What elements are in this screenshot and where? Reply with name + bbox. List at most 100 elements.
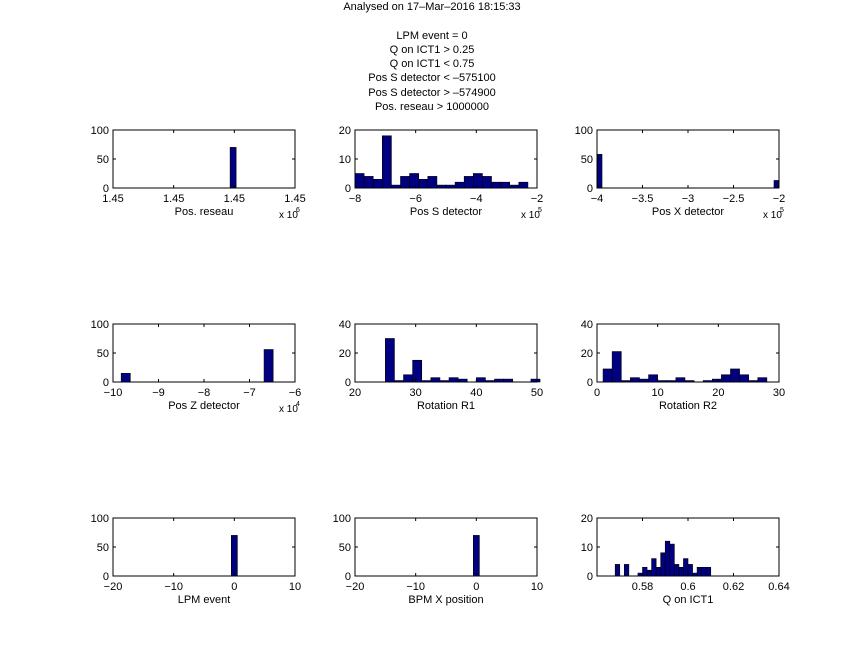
x-axis-label: Pos S detector bbox=[410, 206, 482, 218]
bar-1 bbox=[385, 338, 395, 383]
y-tick-label: 50 bbox=[97, 542, 109, 554]
y-tick-label: 0 bbox=[103, 377, 109, 389]
bar-6 bbox=[651, 558, 657, 577]
bar-1 bbox=[472, 535, 480, 577]
bar-15 bbox=[739, 374, 749, 383]
x-tick-label: −20 bbox=[346, 581, 365, 593]
bar-9 bbox=[675, 377, 686, 383]
filter-pos-reseau: Pos. reseau > 1000000 bbox=[374, 101, 490, 114]
bar-9 bbox=[457, 378, 468, 383]
x-axis-label: Pos X detector bbox=[652, 206, 724, 218]
bar-17 bbox=[701, 566, 707, 577]
x-exponent-label: x 10 bbox=[279, 210, 298, 221]
y-tick-label: 0 bbox=[345, 571, 351, 583]
x-axis-label: BPM X position bbox=[408, 594, 483, 606]
bar-3 bbox=[403, 374, 413, 383]
bar-17 bbox=[757, 377, 768, 383]
bar-4 bbox=[630, 377, 640, 383]
x-tick-label: 40 bbox=[470, 387, 482, 399]
x-axis-label: Pos. reseau bbox=[175, 206, 234, 218]
x-exponent-label: x 10 bbox=[279, 404, 298, 415]
bar-2 bbox=[611, 351, 622, 383]
x-tick-label: 20 bbox=[712, 387, 724, 399]
y-tick-label: 100 bbox=[575, 125, 593, 137]
bar-12 bbox=[454, 181, 465, 189]
bar-11 bbox=[485, 380, 495, 383]
x-axis-label: LPM event bbox=[178, 594, 231, 606]
x-tick-label: 0 bbox=[594, 387, 600, 399]
x-tick-label: 30 bbox=[773, 387, 785, 399]
bar-13 bbox=[721, 374, 731, 383]
x-tick-label: −9 bbox=[152, 387, 165, 399]
bar-13 bbox=[503, 378, 514, 383]
x-tick-label: −10 bbox=[164, 581, 183, 593]
filter-pos-s-min: Pos S detector > –574900 bbox=[368, 86, 496, 99]
y-tick-label: 40 bbox=[581, 319, 593, 331]
bar-6 bbox=[648, 374, 658, 383]
x-tick-label: 0 bbox=[231, 581, 237, 593]
y-tick-label: 50 bbox=[97, 154, 109, 166]
x-axis-label: Q on ICT1 bbox=[663, 594, 714, 606]
bar-18 bbox=[705, 566, 712, 577]
histogram-q-on-ict1: 0.58 0.6 0.62 0.64 0 10 20 Q on ICT1 bbox=[581, 513, 790, 606]
x-tick-label: 10 bbox=[289, 581, 301, 593]
bar-11 bbox=[674, 564, 680, 577]
x-tick-label: −4 bbox=[591, 193, 604, 205]
bar-19 bbox=[518, 181, 529, 189]
bar-1 bbox=[354, 173, 365, 189]
bar-3 bbox=[637, 572, 643, 577]
y-tick-label: 50 bbox=[581, 154, 593, 166]
bar-4 bbox=[642, 566, 648, 577]
x-axis-label: Rotation R1 bbox=[417, 400, 475, 412]
bar-8 bbox=[448, 377, 459, 383]
x-exponent-label: x 10 bbox=[521, 210, 540, 221]
bar-5 bbox=[639, 378, 649, 383]
bar-2 bbox=[394, 380, 404, 383]
y-tick-label: 0 bbox=[103, 571, 109, 583]
bar-2 bbox=[363, 176, 374, 189]
filter-pos-s-max: Pos S detector < –575100 bbox=[368, 72, 496, 85]
y-tick-label: 0 bbox=[587, 571, 593, 583]
analysis-timestamp: Analysed on 17–Mar–2016 18:15:33 bbox=[343, 1, 521, 13]
bar-1 bbox=[231, 535, 238, 577]
bar-6 bbox=[400, 176, 410, 189]
filter-lpm-event: LPM event = 0 bbox=[396, 29, 468, 42]
bar-11 bbox=[445, 184, 456, 189]
y-tick-label: 0 bbox=[587, 377, 593, 389]
histogram-rotation-r2: 0 10 20 30 0 20 40 Rotation R2 bbox=[581, 319, 785, 412]
bar-7 bbox=[439, 380, 450, 383]
bar-5 bbox=[421, 380, 432, 383]
x-exponent-power: 5 bbox=[538, 207, 542, 214]
bar-9 bbox=[427, 176, 438, 189]
x-tick-label: 1.45 bbox=[102, 193, 123, 205]
x-tick-label: −2 bbox=[531, 193, 544, 205]
bar-16 bbox=[748, 380, 759, 383]
x-tick-label: 20 bbox=[349, 387, 361, 399]
y-tick-label: 50 bbox=[339, 542, 351, 554]
histogram-pos-x-detector: −4 −3.5 −3 −2.5 −2 0 50 100 Pos X detector x 105 bbox=[575, 125, 786, 221]
bar-5 bbox=[391, 184, 401, 189]
x-tick-label: −2.5 bbox=[723, 193, 745, 205]
x-exponent-power: 5 bbox=[780, 207, 784, 214]
x-tick-label: −3.5 bbox=[632, 193, 654, 205]
x-tick-label: 1.45 bbox=[284, 193, 305, 205]
axes-frame bbox=[354, 517, 538, 577]
x-exponent-label: x 10 bbox=[763, 210, 782, 221]
x-axis-label: Pos Z detector bbox=[168, 400, 240, 412]
bar-13 bbox=[683, 558, 689, 577]
bar-3 bbox=[620, 380, 631, 383]
y-tick-label: 20 bbox=[339, 348, 351, 360]
filter-q-min: Q on ICT1 > 0.25 bbox=[389, 43, 475, 56]
y-tick-label: 10 bbox=[339, 154, 351, 166]
bar-12 bbox=[678, 566, 684, 577]
bar-7 bbox=[657, 380, 668, 383]
x-tick-label: −2 bbox=[773, 193, 786, 205]
bar-10 bbox=[436, 184, 447, 189]
bar-8 bbox=[666, 380, 677, 383]
x-tick-label: −20 bbox=[104, 581, 123, 593]
y-tick-label: 100 bbox=[333, 513, 351, 525]
x-tick-label: 0.64 bbox=[768, 581, 789, 593]
